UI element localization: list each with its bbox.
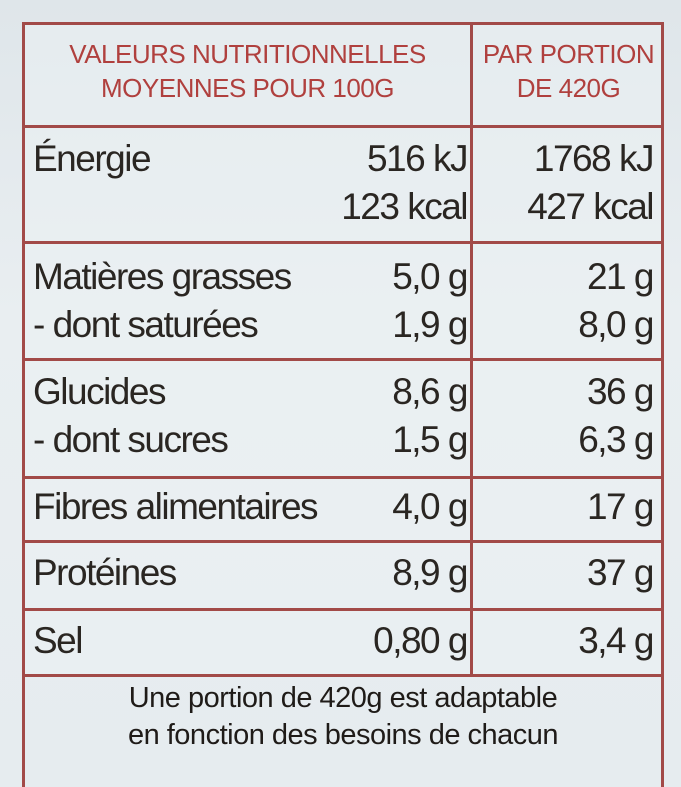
value-per-portion: 427 kcal <box>527 186 654 227</box>
value-per-100g: 8,9 g <box>392 552 468 593</box>
header-per-portion-line1: PAR PORTION <box>482 39 655 69</box>
value-per-portion: 8,0 g <box>578 304 654 345</box>
value-per-100g: 1,5 g <box>392 419 468 460</box>
portion-note-line2: en fonction des besoins de chacun <box>127 719 559 751</box>
header-per-portion-line2: DE 420g <box>516 73 621 103</box>
nutrient-name: - dont saturées <box>33 304 259 345</box>
header-per-portion: PAR PORTION DE 420g <box>473 37 664 105</box>
value-per-portion: 37 g <box>586 552 655 593</box>
header-per-100g: VALEURS NUTRITIONNELLES MOYENNES POUR 10… <box>25 37 470 105</box>
row-divider <box>25 125 661 128</box>
value-per-portion: 1768 kJ <box>533 138 655 179</box>
row-divider <box>25 358 661 361</box>
row-divider <box>25 241 661 244</box>
value-per-100g: 4,0 g <box>392 486 468 527</box>
value-per-100g: 5,0 g <box>392 256 468 297</box>
value-per-portion: 3,4 g <box>578 620 654 661</box>
value-per-portion: 21 g <box>586 256 655 297</box>
portion-note: Une portion de 420g est adaptable en fon… <box>22 680 664 754</box>
nutrient-name: Glucides <box>33 371 166 412</box>
column-divider <box>470 25 473 674</box>
nutrient-name: Matières grasses <box>33 256 292 297</box>
value-per-100g: 8,6 g <box>392 371 468 412</box>
value-per-100g: 1,9 g <box>392 304 468 345</box>
nutrient-name: - dont sucres <box>33 419 229 460</box>
row-divider <box>25 476 661 479</box>
value-per-portion: 6,3 g <box>578 419 654 460</box>
value-per-portion: 17 g <box>586 486 655 527</box>
cropped-text-fragment <box>0 0 681 18</box>
nutrient-name: Fibres alimentaires <box>33 486 319 527</box>
value-per-portion: 36 g <box>586 371 655 412</box>
nutrient-name: Énergie <box>33 138 152 179</box>
header-per-100g-line2: MOYENNES POUR 100g <box>101 73 394 103</box>
row-divider <box>25 608 661 611</box>
portion-note-line1: Une portion de 420g est adaptable <box>128 682 558 714</box>
note-frame-left <box>22 677 25 787</box>
value-per-100g: 123 kcal <box>341 186 468 227</box>
nutrient-name: Sel <box>33 620 83 661</box>
note-frame-right <box>661 677 664 787</box>
row-divider <box>25 540 661 543</box>
value-per-100g: 0,80 g <box>373 620 468 661</box>
nutrition-table: VALEURS NUTRITIONNELLES MOYENNES POUR 10… <box>22 22 664 677</box>
nutrient-name: Protéines <box>33 552 177 593</box>
header-per-100g-line1: VALEURS NUTRITIONNELLES <box>69 39 426 69</box>
value-per-100g: 516 kJ <box>366 138 469 179</box>
